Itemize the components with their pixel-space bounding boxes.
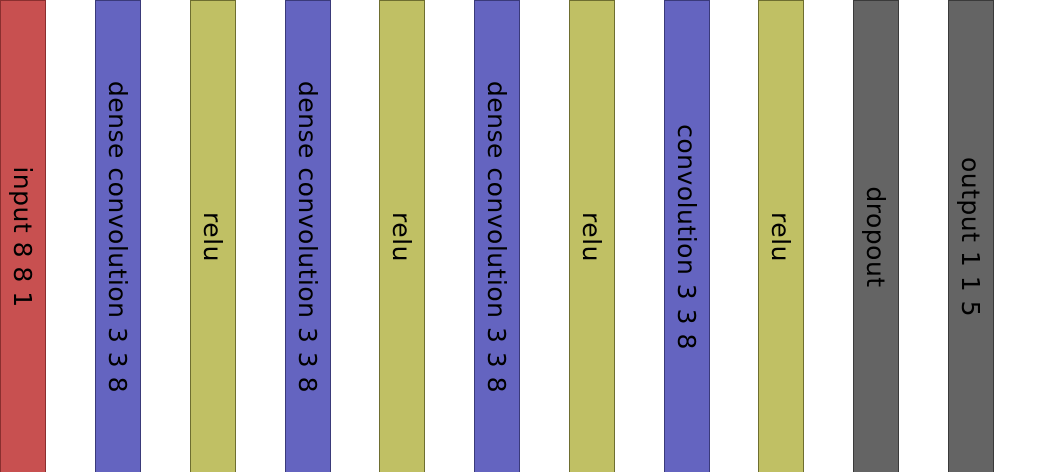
layer-output: output 1 1 5 [948,0,994,472]
layer-label: relu [198,212,228,262]
layer-label: dropout [861,186,891,288]
layer-dense-convolution: dense convolution 3 3 8 [285,0,331,472]
layer-label: output 1 1 5 [956,156,986,318]
layer-label: input 8 8 1 [8,166,38,308]
layer-label: dense convolution 3 3 8 [293,80,323,394]
layer-label: relu [766,212,796,262]
layer-label: relu [577,212,607,262]
layer-relu: relu [758,0,804,472]
layer-relu: relu [190,0,236,472]
layer-label: relu [387,212,417,262]
layer-input: input 8 8 1 [0,0,46,472]
layer-dropout: dropout [853,0,899,472]
layer-label: convolution 3 3 8 [672,124,702,350]
layer-dense-convolution: dense convolution 3 3 8 [95,0,141,472]
layer-label: dense convolution 3 3 8 [482,80,512,394]
layer-relu: relu [569,0,615,472]
layer-dense-convolution: dense convolution 3 3 8 [474,0,520,472]
layer-relu: relu [379,0,425,472]
layer-label: dense convolution 3 3 8 [103,80,133,394]
layer-convolution: convolution 3 3 8 [664,0,710,472]
